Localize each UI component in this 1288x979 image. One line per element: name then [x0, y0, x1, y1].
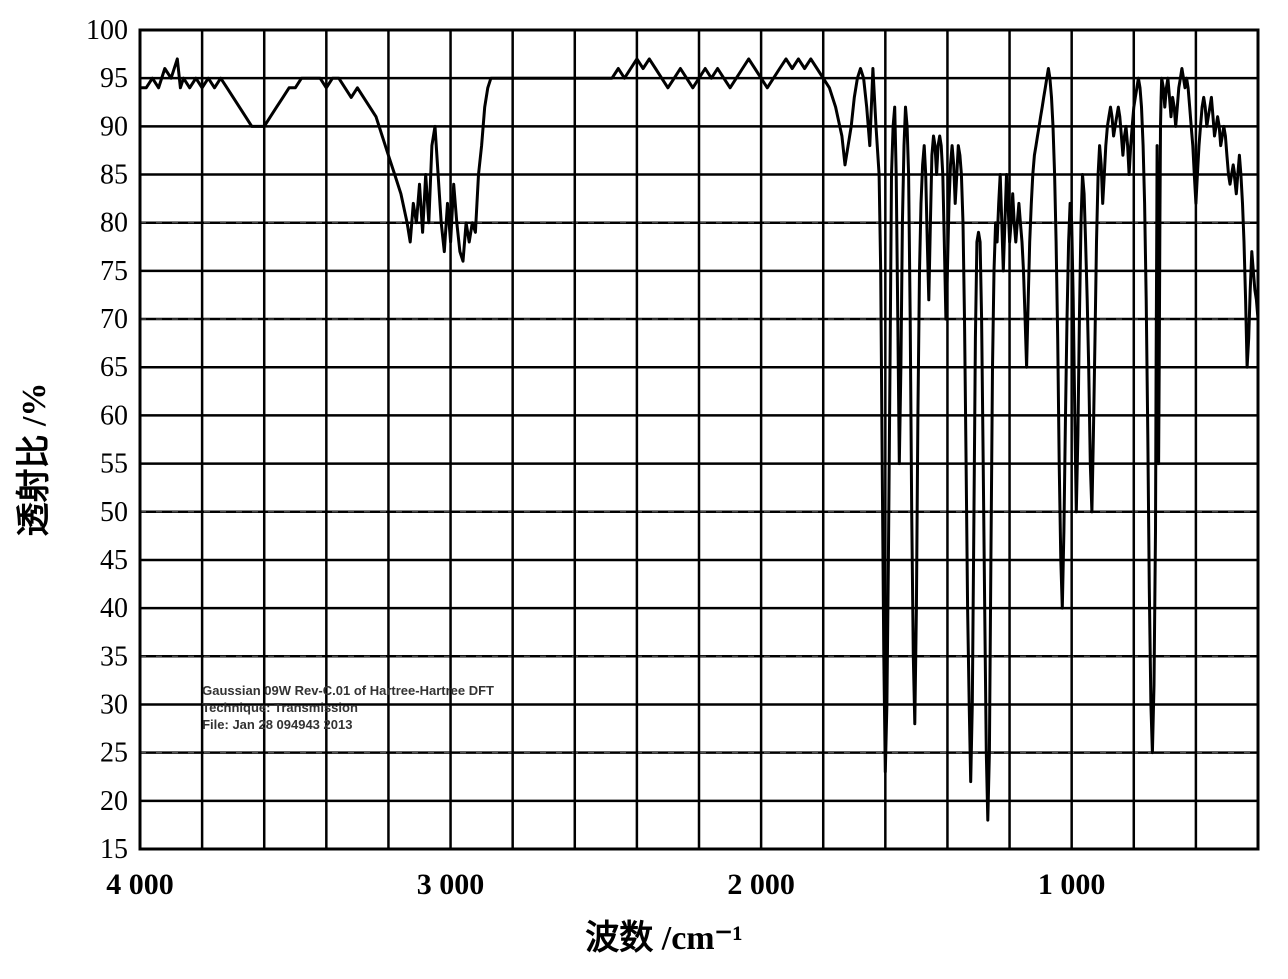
svg-text:60: 60: [100, 400, 128, 431]
svg-text:90: 90: [100, 111, 128, 142]
svg-text:Technique: Transmission: Technique: Transmission: [202, 700, 358, 715]
svg-text:4 000: 4 000: [106, 868, 174, 901]
svg-text:65: 65: [100, 352, 128, 383]
svg-text:50: 50: [100, 497, 128, 528]
svg-text:45: 45: [100, 545, 128, 576]
svg-text:95: 95: [100, 63, 128, 94]
svg-text:波数 /cm⁻¹: 波数 /cm⁻¹: [585, 919, 743, 957]
svg-text:55: 55: [100, 449, 128, 480]
svg-text:100: 100: [86, 15, 128, 46]
ir-spectrum-chart: 15 20 25 30 35 40 45 50 55 60 65 70 75 80 85 90 95 100 4 0…: [0, 0, 1288, 979]
svg-text:15: 15: [100, 834, 128, 865]
svg-text:File: Jan 28 094943 2013: File: Jan 28 094943 2013: [202, 717, 352, 732]
svg-text:35: 35: [100, 641, 128, 672]
svg-text:85: 85: [100, 160, 128, 191]
svg-text:20: 20: [100, 786, 128, 817]
svg-text:30: 30: [100, 689, 128, 720]
svg-text:25: 25: [100, 738, 128, 769]
svg-text:1 000: 1 000: [1038, 868, 1106, 901]
svg-text:75: 75: [100, 256, 128, 287]
svg-text:3 000: 3 000: [417, 868, 485, 901]
svg-text:70: 70: [100, 304, 128, 335]
svg-text:80: 80: [100, 208, 128, 239]
svg-text:透射比 /%: 透射比 /%: [15, 383, 53, 537]
svg-text:2 000: 2 000: [727, 868, 795, 901]
svg-text:Gaussian 09W Rev-C.01 of Hartr: Gaussian 09W Rev-C.01 of Hartree-Hartree…: [202, 683, 494, 698]
chart-svg: 15 20 25 30 35 40 45 50 55 60 65 70 75 80 85 90 95 100 4 0…: [0, 0, 1288, 979]
svg-text:40: 40: [100, 593, 128, 624]
